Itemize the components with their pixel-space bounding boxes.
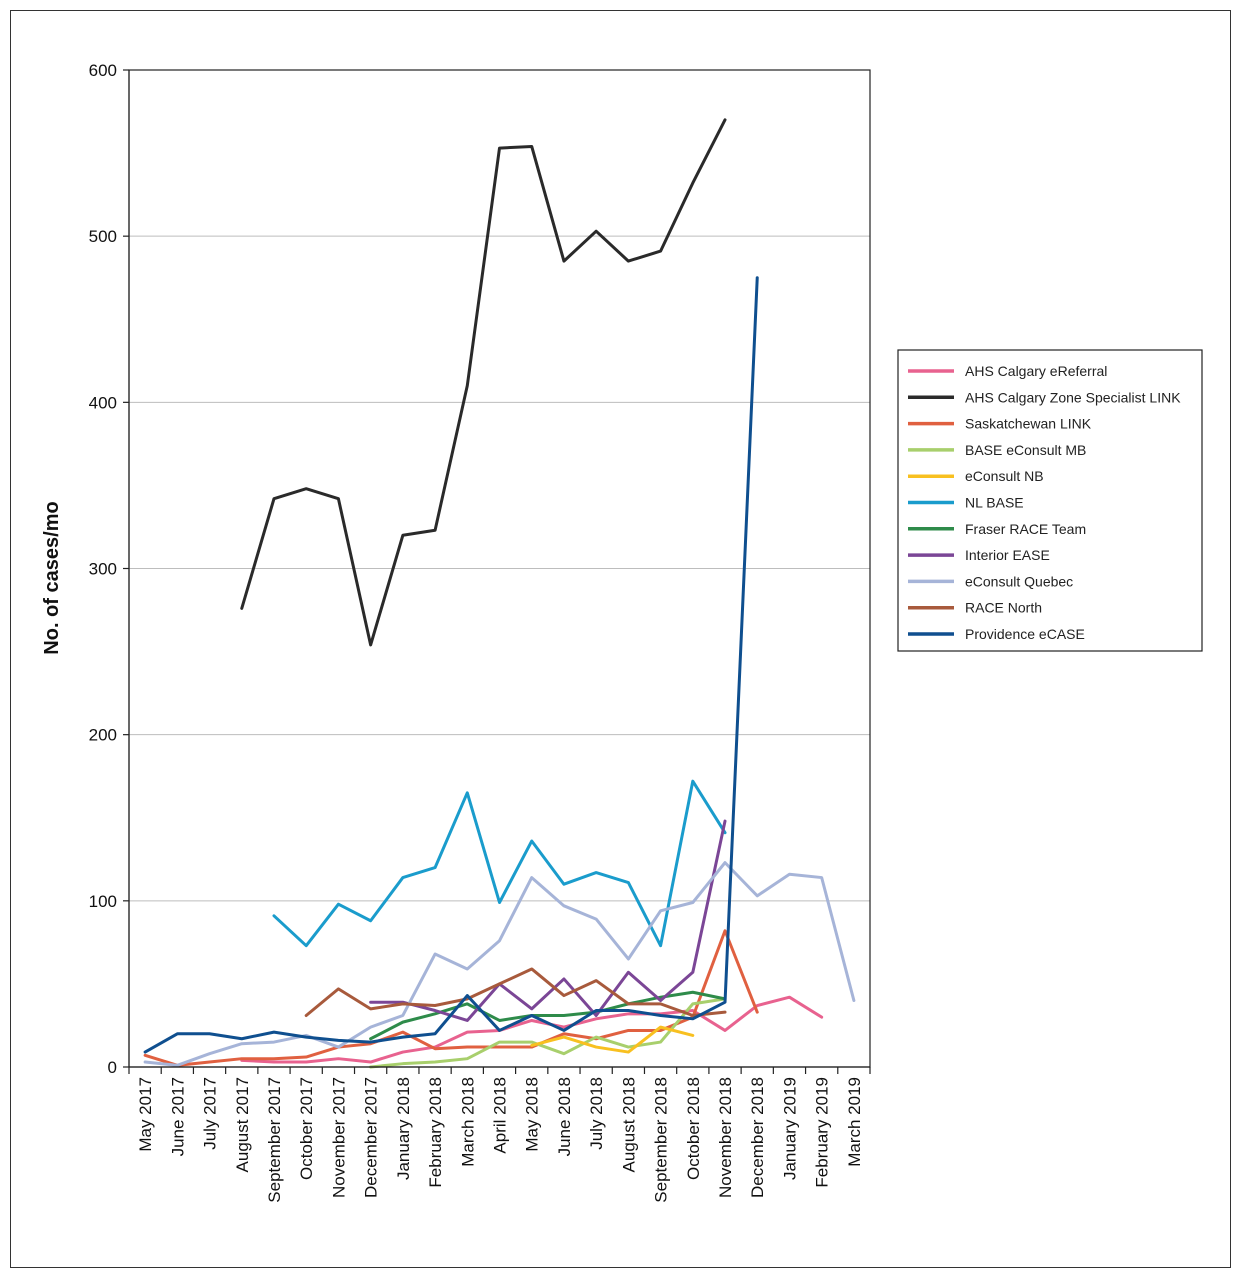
x-tick-label: February 2018 xyxy=(426,1077,445,1188)
series-line-1 xyxy=(240,118,727,647)
x-tick-label: December 2018 xyxy=(748,1077,767,1198)
x-tick-label: October 2017 xyxy=(297,1077,316,1180)
y-axis: 0 100 200 300 400 500 600 xyxy=(89,61,130,1077)
legend-label: Providence eCASE xyxy=(965,626,1085,642)
x-tick-label: November 2017 xyxy=(329,1077,348,1198)
x-tick-label: January 2019 xyxy=(780,1077,799,1180)
x-tick-label: February 2019 xyxy=(813,1077,832,1188)
x-tick-label: May 2018 xyxy=(523,1077,542,1152)
series-line-9 xyxy=(304,967,727,1017)
legend-label: Saskatchewan LINK xyxy=(965,416,1092,432)
series-line-10 xyxy=(143,276,759,1054)
series-line-5 xyxy=(272,779,727,948)
x-tick-label: September 2017 xyxy=(265,1077,284,1203)
series-lines xyxy=(143,118,856,1069)
y-tick-label: 200 xyxy=(89,726,117,745)
series-line-0 xyxy=(240,995,824,1064)
legend-label: eConsult Quebec xyxy=(965,573,1073,589)
x-tick-label: June 2017 xyxy=(168,1077,187,1156)
legend-label: RACE North xyxy=(965,600,1042,616)
x-tick-label: August 2017 xyxy=(233,1077,252,1172)
x-axis: May 2017 June 2017 July 2017 August 2017 Sep… xyxy=(128,1066,871,1203)
x-tick-label: June 2018 xyxy=(555,1077,574,1156)
x-tick-label: November 2018 xyxy=(716,1077,735,1198)
legend-label: NL BASE xyxy=(965,495,1024,511)
y-tick-label: 0 xyxy=(108,1058,117,1077)
legend-label: Fraser RACE Team xyxy=(965,521,1086,537)
y-tick-label: 300 xyxy=(89,560,117,579)
series-line-3 xyxy=(369,997,727,1069)
x-tick-label: August 2018 xyxy=(619,1077,638,1172)
x-tick-label: May 2017 xyxy=(136,1077,155,1152)
legend-box xyxy=(897,349,1203,652)
series-line-4 xyxy=(530,1025,695,1054)
gridlines xyxy=(129,69,870,902)
legend-label: AHS Calgary Zone Specialist LINK xyxy=(965,389,1181,405)
y-tick-label: 500 xyxy=(89,227,117,246)
x-tick-label: September 2018 xyxy=(652,1077,671,1203)
x-tick-label: March 2018 xyxy=(458,1077,477,1167)
legend-label: BASE eConsult MB xyxy=(965,442,1086,458)
x-tick-label: October 2018 xyxy=(684,1077,703,1180)
legend-label: Interior EASE xyxy=(965,547,1050,563)
legend-label: eConsult NB xyxy=(965,468,1044,484)
y-tick-label: 100 xyxy=(89,892,117,911)
y-tick-label: 400 xyxy=(89,393,117,412)
x-tick-label: January 2018 xyxy=(394,1077,413,1180)
x-tick-label: March 2019 xyxy=(845,1077,864,1167)
x-tick-label: July 2018 xyxy=(587,1077,606,1150)
x-tick-label: April 2018 xyxy=(491,1077,510,1154)
y-axis-title: No. of cases/mo xyxy=(41,501,63,654)
y-tick-label: 600 xyxy=(89,61,117,80)
series-line-8 xyxy=(143,861,856,1067)
x-tick-label: December 2017 xyxy=(362,1077,381,1198)
x-tick-label: July 2017 xyxy=(201,1077,220,1150)
legend-label: AHS Calgary eReferral xyxy=(965,363,1107,379)
figure-frame xyxy=(10,10,1231,1268)
series-line-7 xyxy=(369,819,727,1022)
legend: AHS Calgary eReferral AHS Calgary Zone Sp… xyxy=(897,349,1203,652)
